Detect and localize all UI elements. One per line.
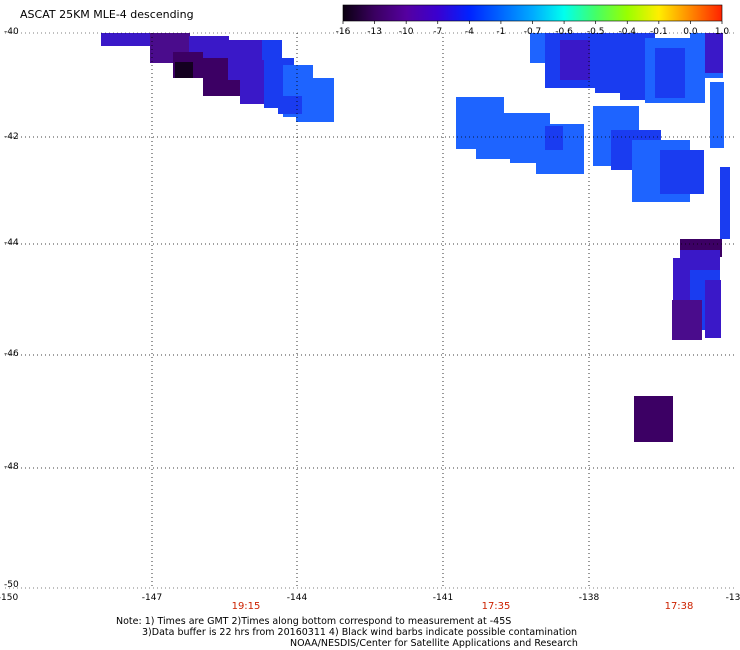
pass-time: 17:35 [481, 601, 511, 612]
lat-label: -40 [4, 27, 19, 37]
lat-label: -44 [4, 238, 19, 248]
lon-label: -13 [725, 593, 740, 603]
colorbar-tick-label: 1.0 [714, 27, 730, 37]
colorbar-tick-label: -13 [367, 27, 382, 37]
lon-label: -150 [0, 593, 19, 603]
frame-ticks [5, 32, 735, 589]
lat-lon-grid [5, 33, 735, 588]
lon-label: -141 [432, 593, 454, 603]
pass-time: 17:38 [664, 601, 694, 612]
colorbar-tick-label: -0.6 [555, 27, 573, 37]
colorbar-tick-label: -16 [335, 27, 351, 37]
note-line-1: Note: 1) Times are GMT 2)Times along bot… [116, 616, 512, 627]
lon-label: -147 [141, 593, 163, 603]
colorbar-tick-label: 0.0 [683, 27, 698, 37]
lat-label: -48 [4, 462, 19, 472]
colorbar-tick-label: -4 [464, 27, 474, 37]
lat-label: -46 [4, 349, 19, 359]
colorbar-tick-label: -0.4 [618, 27, 637, 37]
colorbar-tick-label: -1 [496, 27, 506, 37]
lat-label: -50 [4, 580, 19, 590]
map-title: ASCAT 25KM MLE-4 descending [20, 8, 194, 21]
note-line-2: 3)Data buffer is 22 hrs from 20160311 4)… [142, 627, 578, 638]
pass-time: 19:15 [231, 601, 261, 612]
colorbar-tick-label: -10 [398, 27, 414, 37]
note-line-3: NOAA/NESDIS/Center for Satellite Applica… [290, 638, 578, 649]
colorbar-tick-label: -0.1 [650, 27, 668, 37]
colorbar-tick-label: -0.5 [586, 27, 605, 37]
colorbar [342, 4, 723, 24]
scatterometer-swaths [101, 33, 730, 442]
colorbar-tick-label: -7 [433, 27, 443, 37]
colorbar-tick-label: -0.7 [523, 27, 542, 37]
lon-label: -138 [578, 593, 600, 603]
lat-label: -42 [4, 132, 19, 142]
lon-label: -144 [286, 593, 308, 603]
